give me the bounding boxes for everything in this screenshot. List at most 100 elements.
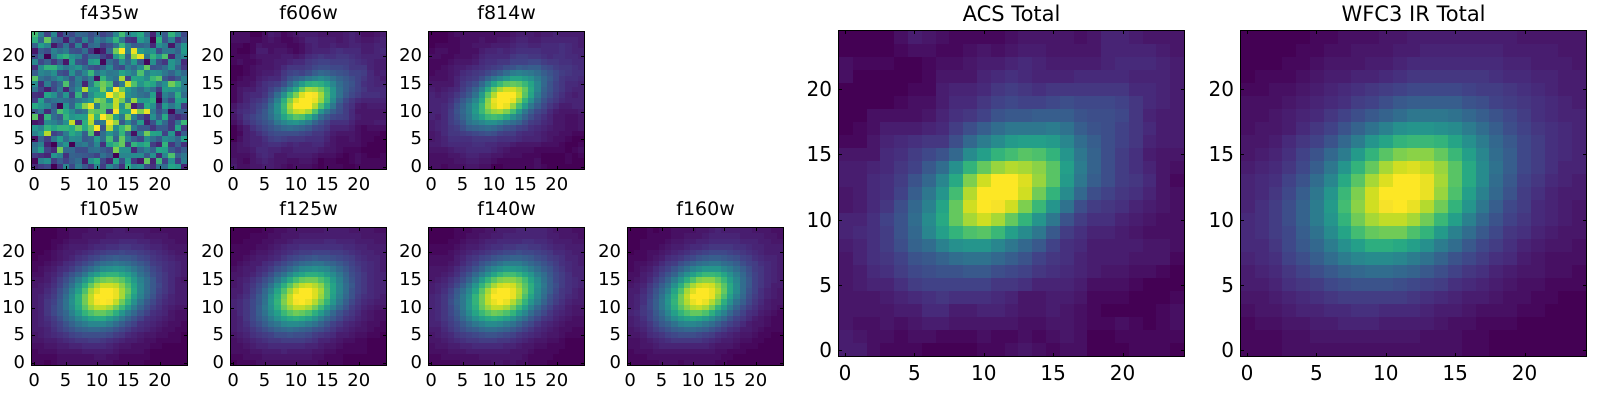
y-tick-label-f435w-1: 5 <box>13 128 25 150</box>
x-tick-label-f606w-4: 20 <box>347 174 371 195</box>
heatmap-image-acs-total <box>839 31 1184 356</box>
x-tick-label-f606w-0: 0 <box>227 174 239 195</box>
axes-acs-total <box>838 30 1185 357</box>
y-tick-right-f140w-1 <box>581 335 585 337</box>
y-tick-f814w-3 <box>428 83 432 85</box>
x-tick-top-f125w-2 <box>295 227 297 231</box>
x-tick-top-wfc3-ir-total-4 <box>1524 30 1526 34</box>
x-tick-label-f435w-0: 0 <box>28 174 40 195</box>
y-tick-f125w-1 <box>230 335 234 337</box>
x-tick-top-wfc3-ir-total-3 <box>1455 30 1457 34</box>
y-tick-f105w-0 <box>31 363 35 365</box>
axes-wfc3-ir-total <box>1240 30 1587 357</box>
x-tick-label-f105w-2: 10 <box>85 370 109 391</box>
x-tick-top-acs-total-0 <box>844 30 846 34</box>
y-tick-right-f814w-1 <box>581 139 585 141</box>
y-tick-right-f105w-3 <box>184 279 188 281</box>
x-tick-f606w-2 <box>295 166 297 170</box>
x-tick-top-f140w-4 <box>556 227 558 231</box>
x-tick-label-wfc3-ir-total-4: 20 <box>1511 361 1538 385</box>
x-tick-top-f814w-3 <box>525 31 527 35</box>
y-tick-label-f105w-1: 5 <box>13 324 25 346</box>
x-tick-label-f140w-0: 0 <box>425 370 437 391</box>
x-tick-label-f814w-3: 15 <box>513 174 537 195</box>
y-tick-f140w-2 <box>428 307 432 309</box>
y-tick-label-f125w-4: 20 <box>201 241 224 263</box>
x-tick-label-f814w-4: 20 <box>545 174 569 195</box>
y-tick-f160w-4 <box>627 252 631 254</box>
x-tick-f435w-4 <box>159 166 161 170</box>
y-tick-right-f125w-4 <box>383 252 387 254</box>
y-tick-right-f140w-0 <box>581 363 585 365</box>
x-tick-top-f814w-0 <box>431 31 433 35</box>
x-tick-label-f125w-2: 10 <box>284 370 308 391</box>
y-tick-right-f125w-3 <box>383 279 387 281</box>
y-tick-label-f125w-1: 5 <box>212 324 224 346</box>
y-tick-right-f435w-1 <box>184 139 188 141</box>
panel-title-f435w: f435w <box>80 2 139 24</box>
y-tick-right-wfc3-ir-total-0 <box>1583 350 1587 352</box>
x-tick-top-f105w-0 <box>34 227 36 231</box>
x-tick-top-f160w-3 <box>724 227 726 231</box>
x-tick-top-f435w-1 <box>65 31 67 35</box>
heatmap-image-wfc3-ir-total <box>1241 31 1586 356</box>
y-tick-right-f105w-0 <box>184 363 188 365</box>
y-tick-right-f814w-4 <box>581 56 585 58</box>
y-tick-right-wfc3-ir-total-3 <box>1583 154 1587 156</box>
y-tick-f435w-3 <box>31 83 35 85</box>
x-tick-top-f140w-3 <box>525 227 527 231</box>
x-tick-label-f140w-1: 5 <box>456 370 469 391</box>
y-tick-right-acs-total-1 <box>1181 285 1185 287</box>
y-tick-right-f105w-4 <box>184 252 188 254</box>
y-tick-right-acs-total-0 <box>1181 350 1185 352</box>
y-tick-label-acs-total-0: 0 <box>819 338 832 363</box>
y-tick-f606w-2 <box>230 111 234 113</box>
x-tick-label-acs-total-0: 0 <box>838 361 852 385</box>
y-tick-f140w-1 <box>428 335 432 337</box>
x-tick-f160w-2 <box>692 362 694 366</box>
x-tick-label-f160w-3: 15 <box>712 370 736 391</box>
x-tick-top-f125w-0 <box>233 227 235 231</box>
axes-f606w <box>230 31 387 170</box>
y-tick-f435w-1 <box>31 139 35 141</box>
y-tick-label-f160w-3: 15 <box>598 268 621 290</box>
y-tick-label-f160w-2: 10 <box>598 296 621 318</box>
x-tick-label-acs-total-3: 15 <box>1040 361 1066 385</box>
heatmap-image-f435w <box>32 32 187 169</box>
x-tick-top-acs-total-4 <box>1122 30 1124 34</box>
y-tick-label-f606w-0: 0 <box>212 156 224 178</box>
x-tick-top-f435w-0 <box>34 31 36 35</box>
x-tick-f435w-3 <box>128 166 130 170</box>
y-tick-label-f160w-0: 0 <box>609 352 621 374</box>
x-tick-top-f160w-1 <box>661 227 663 231</box>
y-tick-f814w-1 <box>428 139 432 141</box>
y-tick-right-acs-total-2 <box>1181 219 1185 221</box>
x-tick-wfc3-ir-total-2 <box>1385 353 1387 357</box>
x-tick-label-f140w-2: 10 <box>482 370 506 391</box>
y-tick-right-f606w-4 <box>383 56 387 58</box>
x-tick-top-f160w-2 <box>692 227 694 231</box>
y-tick-label-f105w-3: 15 <box>2 268 25 290</box>
x-tick-label-f814w-1: 5 <box>456 174 469 195</box>
x-tick-label-f435w-3: 15 <box>116 174 140 195</box>
y-tick-right-f140w-4 <box>581 252 585 254</box>
y-tick-f814w-2 <box>428 111 432 113</box>
y-tick-label-f435w-2: 10 <box>2 100 25 122</box>
x-tick-top-f160w-4 <box>755 227 757 231</box>
y-tick-label-f105w-0: 0 <box>13 352 25 374</box>
x-tick-top-wfc3-ir-total-2 <box>1385 30 1387 34</box>
y-tick-f160w-0 <box>627 363 631 365</box>
x-tick-label-f140w-4: 20 <box>545 370 569 391</box>
x-tick-f814w-1 <box>462 166 464 170</box>
y-tick-f606w-1 <box>230 139 234 141</box>
x-tick-label-f160w-1: 5 <box>655 370 668 391</box>
y-tick-f814w-0 <box>428 167 432 169</box>
y-tick-f606w-4 <box>230 56 234 58</box>
x-tick-f140w-4 <box>556 362 558 366</box>
x-tick-top-f140w-2 <box>493 227 495 231</box>
y-tick-f125w-2 <box>230 307 234 309</box>
y-tick-wfc3-ir-total-0 <box>1240 350 1244 352</box>
